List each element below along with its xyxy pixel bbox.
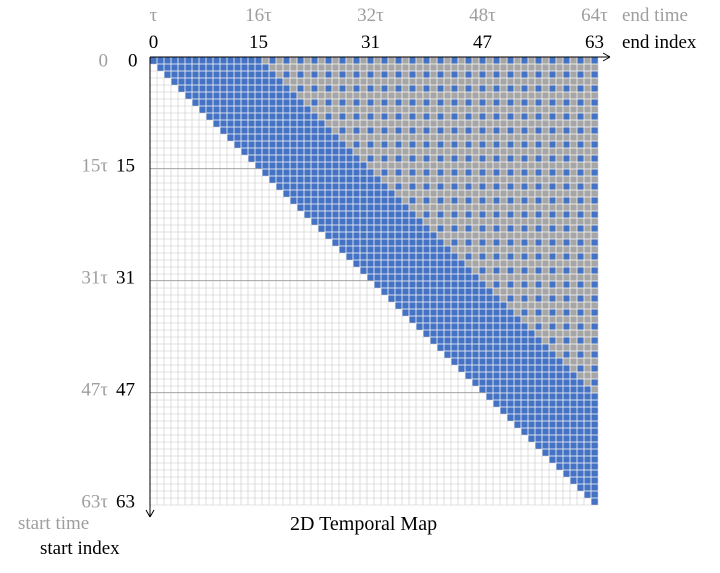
start-time-label: start time bbox=[18, 513, 90, 534]
top-time-tick: 48τ bbox=[469, 5, 496, 26]
reference-lines bbox=[150, 168, 486, 393]
top-index-tick: 63 bbox=[585, 32, 604, 53]
left-time-tick: 15τ bbox=[81, 155, 108, 176]
left-time-tick: 47τ bbox=[81, 379, 108, 400]
left-time-tick: 31τ bbox=[81, 267, 108, 288]
start-index-label: start index bbox=[40, 538, 120, 559]
top-index-tick: 15 bbox=[249, 32, 268, 53]
sparse-valid-cells bbox=[269, 57, 598, 386]
top-time-tick: 16τ bbox=[245, 5, 272, 26]
end-time-label: end time bbox=[622, 5, 688, 26]
top-index-tick: 47 bbox=[473, 32, 492, 53]
end-axis-arrow bbox=[602, 52, 611, 62]
left-index-tick: 0 bbox=[128, 50, 138, 71]
top-index-tick: 31 bbox=[361, 32, 380, 53]
left-index-tick: 63 bbox=[116, 491, 135, 512]
top-index-tick: 0 bbox=[148, 32, 159, 53]
top-time-tick: τ bbox=[149, 5, 158, 26]
diagram-title: 2D Temporal Map bbox=[290, 513, 438, 535]
end-index-label: end index bbox=[622, 32, 697, 53]
top-time-tick: 32τ bbox=[357, 5, 384, 26]
top-time-tick: 64τ bbox=[581, 5, 608, 26]
start-axis-arrow bbox=[145, 509, 155, 518]
left-index-tick: 15 bbox=[116, 155, 135, 176]
left-index-tick: 31 bbox=[116, 267, 135, 288]
left-time-tick: 0 bbox=[98, 50, 109, 71]
left-index-tick: 47 bbox=[116, 379, 135, 400]
left-time-tick: 63τ bbox=[81, 491, 108, 512]
